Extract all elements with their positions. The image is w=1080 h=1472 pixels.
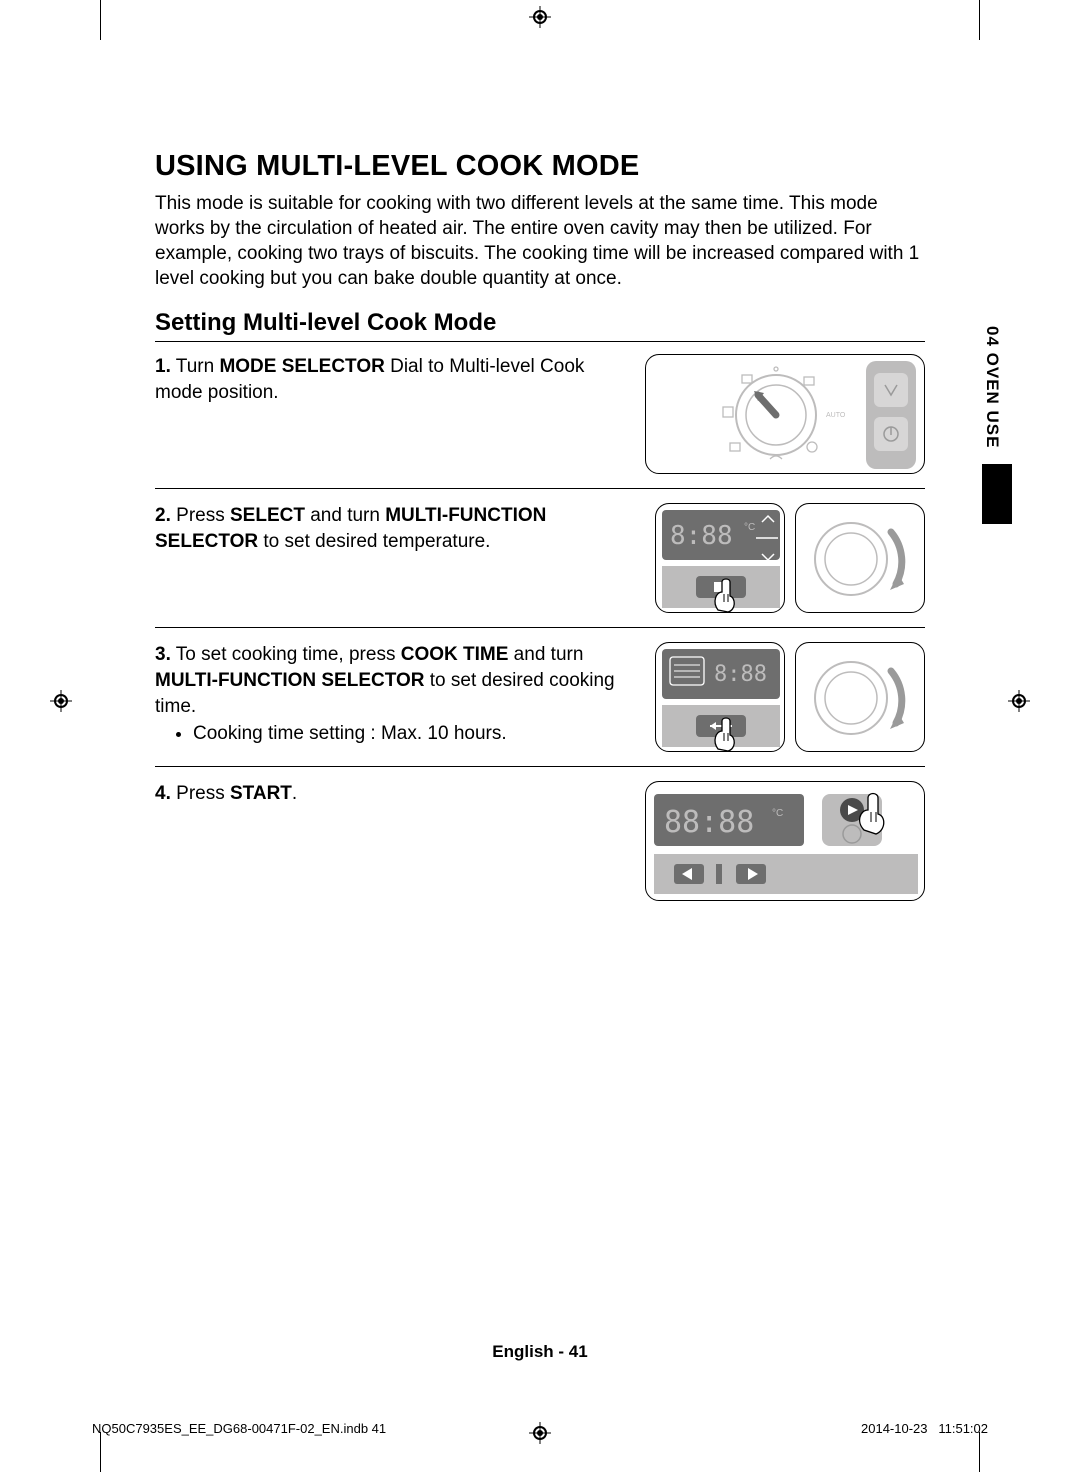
step-1-text: 1. Turn MODE SELECTOR Dial to Multi-leve… [155,354,627,405]
step-4-text: 4. Press START. [155,781,627,807]
step-bullet: Cooking time setting : Max. 10 hours. [193,721,637,747]
svg-text:°C: °C [772,808,783,819]
svg-text:8:88: 8:88 [714,662,767,687]
step-text-part: and turn [305,505,385,526]
step-text-part: . [292,783,297,804]
page-heading: USING MULTI-LEVEL COOK MODE [155,150,925,183]
registration-mark-icon [1008,690,1030,712]
subheading: Setting Multi-level Cook Mode [155,309,925,337]
step-3: 3. To set cooking time, press COOK TIME … [155,642,925,767]
heading-rule [155,341,925,342]
step-text-part: Turn [176,356,220,377]
step-4-illustration: 88:88 °C [645,781,925,901]
step-text-part: Press [176,783,230,804]
registration-mark-icon [529,6,551,28]
step-text-bold: MULTI-FUNCTION SELECTOR [155,670,425,691]
svg-text:88:88: 88:88 [664,805,754,840]
crop-mark [979,1432,980,1472]
step-2-illustration: 8:88 °C [655,503,925,613]
crop-mark [979,0,980,40]
section-tab-marker [982,464,1012,524]
content-area: USING MULTI-LEVEL COOK MODE This mode is… [155,150,925,929]
step-number: 4. [155,783,171,804]
page: 04 OVEN USE USING MULTI-LEVEL COOK MODE … [0,0,1080,1472]
registration-mark-icon [529,1422,551,1444]
footer-filename: NQ50C7935ES_EE_DG68-00471F-02_EN.indb 41 [92,1421,386,1436]
svg-text:AUTO: AUTO [826,412,846,419]
step-number: 1. [155,356,171,377]
step-number: 2. [155,505,171,526]
footer-page-label: English - 41 [0,1342,1080,1362]
svg-text:8:88: 8:88 [670,521,733,551]
step-text-bold: START [230,783,292,804]
footer-time: 11:51:02 [938,1421,988,1436]
step-3-illustration: 8:88 [655,642,925,752]
svg-text:°C: °C [744,522,755,533]
section-tab: 04 OVEN USE [982,312,1012,524]
step-4: 4. Press START. 88:88 °C [155,781,925,915]
step-text-part: and turn [508,644,583,665]
step-text-bold: MODE SELECTOR [219,356,384,377]
crop-mark [100,0,101,40]
step-2: 2. Press SELECT and turn MULTI-FUNCTION … [155,503,925,628]
step-text-bold: SELECT [230,505,305,526]
footer-timestamp: 2014-10-23 11:51:02 [861,1421,988,1436]
section-tab-label: 04 OVEN USE [982,312,1002,462]
crop-mark [100,1432,101,1472]
step-1: 1. Turn MODE SELECTOR Dial to Multi-leve… [155,354,925,489]
step-3-text: 3. To set cooking time, press COOK TIME … [155,642,637,747]
step-1-illustration: AUTO [645,354,925,474]
step-text-part: to set desired temperature. [258,531,490,552]
step-2-text: 2. Press SELECT and turn MULTI-FUNCTION … [155,503,637,554]
step-text-part: To set cooking time, press [176,644,401,665]
intro-paragraph: This mode is suitable for cooking with t… [155,191,925,291]
footer-date: 2014-10-23 [861,1421,928,1436]
step-text-bold: COOK TIME [401,644,509,665]
step-number: 3. [155,644,171,665]
registration-mark-icon [50,690,72,712]
step-text-part: Press [176,505,230,526]
